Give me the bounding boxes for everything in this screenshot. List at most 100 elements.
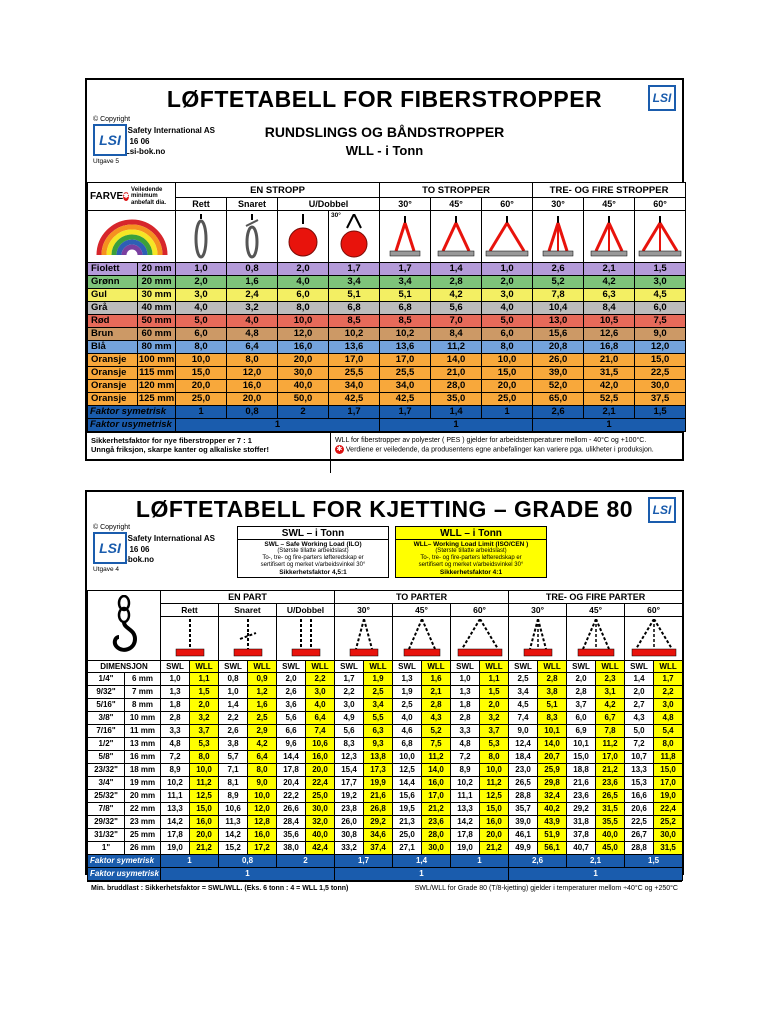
fiber-table-row: Gul 30 mm 3,0 2,4 6,0 5,1 5,1 4,2 3,0 7,8 6,3 4,5 <box>87 288 687 302</box>
faktor-symetrisk-row: Faktor symetrisk 1 0,8 2 1,7 1,4 1 2,6 2… <box>87 854 684 868</box>
chain-table-row: 7/16" 11 mm 3,3 3,7 2,6 2,9 6,6 7,4 5,6 6,3 4,6 5,2… <box>87 724 684 738</box>
width-cell: 120 mm <box>136 379 177 393</box>
lsi-logo-text: LSI <box>652 503 672 517</box>
color-name-cell: Brun <box>87 327 138 341</box>
swl-header: SWL <box>392 660 422 673</box>
table-cell: 8,0 <box>175 340 228 354</box>
dia-note-text: Veiledende minimum anbefalt dia. <box>131 186 167 206</box>
col-angle-60: 60° <box>449 603 510 617</box>
dimension-inch-cell: 5/8" <box>87 750 125 764</box>
wll-note1: (Største tillatte arbeidslast) <box>435 548 507 554</box>
table-cell: 10,2 <box>450 776 480 790</box>
table-cell: 11,2 <box>595 737 626 751</box>
color-name-cell: Blå <box>87 340 138 354</box>
lsi-logo: LSI <box>648 497 676 523</box>
table-cell: 1,9 <box>363 672 393 686</box>
table-cell: 15,2 <box>218 841 248 855</box>
fiber-footnote-left: Sikkerhetsfaktor for nye fiberstropper e… <box>87 433 331 473</box>
wll-header: WLL <box>537 660 568 673</box>
table-cell: 1 <box>481 405 534 419</box>
icon-cell <box>566 616 626 661</box>
table-cell: 20,0 <box>305 763 335 777</box>
table-cell: 3,7 <box>566 698 597 712</box>
table-cell: 6,3 <box>363 724 393 738</box>
chain-table-row: 1/2" 13 mm 4,8 5,3 3,8 4,2 9,6 10,6 8,3 9,3 6,8 7,5… <box>87 737 684 751</box>
table-cell: 4,0 <box>392 711 422 725</box>
to-parter-45-icon <box>403 618 440 656</box>
table-cell: 23,8 <box>334 802 364 816</box>
fiber-unit-label: WLL - i Tonn <box>345 143 424 158</box>
table-cell: 20,0 <box>226 392 279 406</box>
chain-subhead-row: © Copyright LSI Lifting & Safety Interna… <box>87 524 682 590</box>
edition-label: Utgave 4 <box>93 566 120 573</box>
table-cell: 8,9 <box>218 789 248 803</box>
table-cell: 26,8 <box>363 802 393 816</box>
chain-table-row: 5/16" 8 mm 1,8 2,0 1,4 1,6 3,6 4,0 3,0 3,4 2,5 2,8 1… <box>87 698 684 712</box>
table-cell: 12,5 <box>189 789 219 803</box>
table-cell: 28,8 <box>508 789 539 803</box>
table-cell: 3,0 <box>634 275 687 289</box>
chain-table-row: 1" 26 mm 19,0 21,2 15,2 17,2 38,0 42,4 33,2 37,4 2… <box>87 841 684 855</box>
table-cell: 1,5 <box>624 854 684 868</box>
table-cell: 10,6 <box>305 737 335 751</box>
table-cell: 2,8 <box>450 711 480 725</box>
table-cell: 15,0 <box>478 802 510 816</box>
table-cell: 8,3 <box>334 737 364 751</box>
table-cell: 23,0 <box>508 763 539 777</box>
table-cell: 1,7 <box>328 405 381 419</box>
dimension-inch-cell: 5/16" <box>87 698 125 712</box>
table-cell: 2,1 <box>583 405 636 419</box>
table-cell: 16,8 <box>583 340 636 354</box>
wll-note2: To-, tre- og fire-parters løfteredskap e… <box>420 555 522 561</box>
table-cell: 46,1 <box>508 828 539 842</box>
table-cell: 23,6 <box>566 789 597 803</box>
table-cell: 2,6 <box>276 685 306 699</box>
col-angle-30: 30° <box>379 197 432 211</box>
table-cell: 20,0 <box>478 828 510 842</box>
table-cell: 1,7 <box>379 405 432 419</box>
table-cell: 2,2 <box>305 672 335 686</box>
table-cell: 1,1 <box>478 672 510 686</box>
table-cell: 40,0 <box>305 828 335 842</box>
footnote-safety-factor: Sikkerhetsfaktor for nye fiberstropper e… <box>91 436 252 445</box>
table-cell: 2,5 <box>508 672 539 686</box>
fiber-wll-table: FARVE ✱ Veiledende minimum anbefalt dia.… <box>86 182 687 432</box>
table-cell: 40,7 <box>566 841 597 855</box>
dimension-inch-cell: 9/32" <box>87 685 125 699</box>
table-cell: 4,2 <box>247 737 277 751</box>
footnote-temperature: SWL/WLL for Grade 80 (T/8-kjetting) gjel… <box>414 885 678 892</box>
footnote-friction: Unngå friksjon, skarpe kanter og alkalis… <box>91 445 269 454</box>
table-cell: 30,0 <box>277 366 330 380</box>
chain-table-row: 3/8" 10 mm 2,8 3,2 2,2 2,5 5,6 6,4 4,9 5,5 4,0 4,3 2… <box>87 711 684 725</box>
table-cell: 1 <box>175 405 228 419</box>
table-cell: 1 <box>175 418 381 432</box>
table-cell: 0,8 <box>226 405 279 419</box>
table-cell: 3,2 <box>226 301 279 315</box>
kjetting-rett-icon <box>175 618 204 656</box>
table-cell: 2,0 <box>481 275 534 289</box>
col-angle-45: 45° <box>583 197 636 211</box>
chain-swl-wll-table: EN PART TO PARTER TRE- OG FIRE PARTER Re… <box>87 590 684 881</box>
table-cell: 15,0 <box>481 366 534 380</box>
faktor-usymetrisk-label: Faktor usymetrisk <box>86 418 177 432</box>
icon-cell <box>430 210 483 263</box>
tre-fire-parter-30-icon <box>523 618 552 656</box>
table-cell: 28,0 <box>430 379 483 393</box>
table-cell: 14,2 <box>450 815 480 829</box>
table-cell: 9,6 <box>276 737 306 751</box>
table-cell: 12,5 <box>392 763 422 777</box>
table-cell: 1,0 <box>450 672 480 686</box>
table-cell: 5,3 <box>478 737 510 751</box>
chain-table-sheet: LØFTETABELL FOR KJETTING – GRADE 80 LSI … <box>85 490 684 892</box>
table-cell: 2,1 <box>421 685 451 699</box>
dimension-inch-cell: 7/8" <box>87 802 125 816</box>
table-cell: 25,0 <box>392 828 422 842</box>
width-cell: 30 mm <box>136 288 177 302</box>
website-text: www.Lsi-bok.no <box>104 147 166 156</box>
swl-header: SWL <box>160 660 190 673</box>
table-cell: 2,8 <box>537 672 568 686</box>
table-cell: 7,0 <box>430 314 483 328</box>
table-cell: 2,5 <box>392 698 422 712</box>
table-cell: 1 <box>160 867 335 881</box>
dimension-mm-cell: 26 mm <box>124 841 161 855</box>
